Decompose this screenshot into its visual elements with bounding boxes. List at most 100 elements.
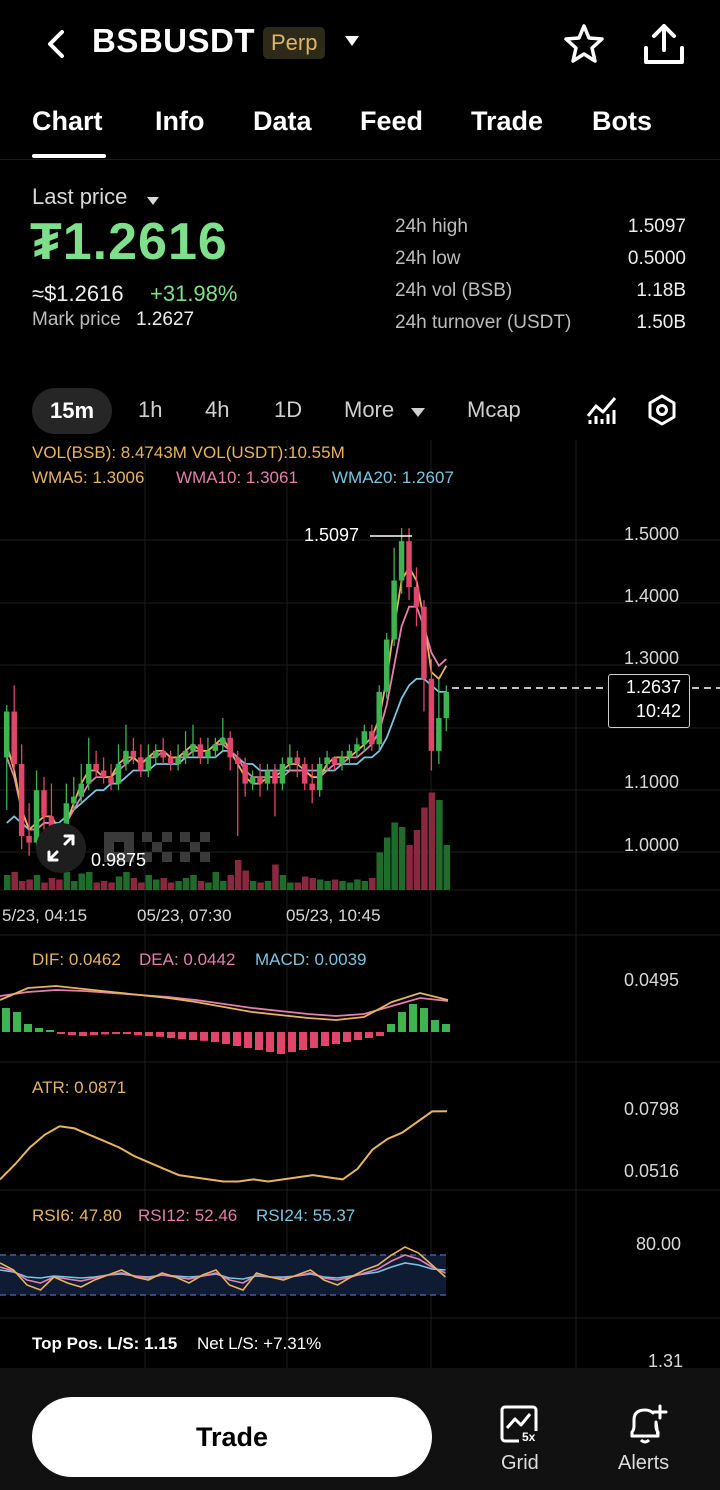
grid-bot-icon[interactable] <box>498 1403 542 1447</box>
star-icon[interactable] <box>562 22 606 66</box>
timeframe-more[interactable]: More <box>344 397 395 422</box>
candle-body <box>294 757 301 764</box>
candle-body <box>279 763 286 784</box>
candle-body <box>302 763 308 784</box>
volume-bar <box>182 878 190 890</box>
macd-value-legend: MACD: 0.0039 <box>255 950 367 969</box>
volume-bar <box>26 879 33 890</box>
candle-body <box>93 763 99 771</box>
candle-body <box>346 750 353 758</box>
timeframe-4h[interactable]: 4h <box>205 397 230 422</box>
macd-histogram-bar <box>101 1032 109 1035</box>
candle-body <box>383 639 390 692</box>
last-price-value: ₮1.2616 <box>30 213 228 271</box>
stat-24h-turnover-value: 1.50B <box>636 312 686 333</box>
candle-body <box>309 783 315 791</box>
stat-24h-high-value: 1.5097 <box>627 216 686 237</box>
volume-bar <box>383 837 391 890</box>
volume-bar <box>63 872 71 890</box>
timeframe-mcap[interactable]: Mcap <box>467 397 521 422</box>
candle-body <box>33 790 40 843</box>
candle-body <box>234 757 241 764</box>
tab-trade[interactable]: Trade <box>471 106 544 136</box>
wma5-legend: WMA5: 1.3006 <box>32 468 145 487</box>
volume-bar <box>324 881 331 890</box>
volume-bar <box>287 882 294 890</box>
volume-bar <box>398 827 406 890</box>
tab-data[interactable]: Data <box>253 106 312 136</box>
candle-body <box>160 750 166 758</box>
symbol-title[interactable]: BSBUSDT <box>92 22 256 59</box>
chevron-down-icon[interactable] <box>343 34 361 48</box>
volume-bar <box>78 873 85 890</box>
stat-24h-vol-value: 1.18B <box>636 280 686 301</box>
macd-histogram-bar <box>321 1032 329 1046</box>
macd-histogram-bar <box>442 1024 450 1032</box>
tab-feed[interactable]: Feed <box>360 106 424 136</box>
last-price-label[interactable]: Last price <box>32 184 128 209</box>
okx-watermark-logo <box>104 832 210 862</box>
tab-chart[interactable]: Chart <box>32 106 103 136</box>
more-caret-icon[interactable] <box>410 406 426 418</box>
candle-body <box>249 777 256 784</box>
back-arrow-icon[interactable] <box>40 22 76 66</box>
macd-histogram-bar <box>332 1032 340 1044</box>
stat-24h-low-value: 0.5000 <box>627 248 686 269</box>
timeframe-15m[interactable]: 15m <box>32 388 112 434</box>
macd-histogram-bar <box>288 1032 296 1052</box>
macd-histogram-bar <box>354 1032 362 1040</box>
indicators-icon[interactable] <box>585 392 619 426</box>
macd-histogram-bar <box>409 1004 417 1032</box>
volume-bar <box>264 881 272 890</box>
usd-price: ≈$1.2616 <box>32 281 124 306</box>
volume-bar <box>33 875 41 890</box>
volume-bar <box>56 879 63 890</box>
macd-y-tick: 0.0495 <box>624 970 680 990</box>
alerts-bell-icon[interactable] <box>624 1402 668 1446</box>
grid-label[interactable]: Grid <box>501 1452 539 1474</box>
chart-area[interactable] <box>0 440 720 1368</box>
alerts-label[interactable]: Alerts <box>618 1452 670 1474</box>
volume-bar <box>279 875 287 890</box>
trade-button[interactable]: Trade <box>32 1397 432 1477</box>
candle-body <box>71 796 77 804</box>
settings-icon[interactable] <box>646 394 678 426</box>
timeframe-1h[interactable]: 1h <box>138 397 163 422</box>
volume-bar <box>406 845 413 890</box>
tab-info[interactable]: Info <box>155 106 205 136</box>
volume-bar <box>115 876 123 890</box>
macd-histogram-bar <box>2 1008 10 1032</box>
candle-body <box>354 744 360 751</box>
expand-chart-icon[interactable] <box>36 823 86 873</box>
grid-leverage-badge: 5x <box>522 1430 536 1444</box>
volume-bar <box>421 807 428 890</box>
macd-histogram-bar <box>90 1032 98 1036</box>
tab-bots[interactable]: Bots <box>592 106 652 136</box>
caret-down-icon[interactable] <box>146 193 160 205</box>
volume-bar <box>257 882 264 890</box>
macd-histogram-bar <box>46 1030 54 1032</box>
candle-body <box>369 731 375 745</box>
candle-body <box>324 757 330 764</box>
volume-bar <box>167 882 175 890</box>
candle-body <box>167 757 174 764</box>
candle-body <box>197 744 204 758</box>
macd-histogram-bar <box>156 1032 164 1037</box>
volume-bar <box>346 882 354 890</box>
macd-dea-line <box>0 989 449 1017</box>
candle-body <box>376 691 382 745</box>
macd-histogram-bar <box>420 1008 428 1032</box>
share-icon[interactable] <box>640 20 688 68</box>
timeframe-1d[interactable]: 1D <box>274 397 303 422</box>
macd-plot <box>0 985 450 1054</box>
candle-body <box>175 757 181 764</box>
macd-histogram-bar <box>35 1028 43 1032</box>
volume-bar <box>302 876 309 890</box>
macd-histogram-bar <box>244 1032 252 1048</box>
volume-bar <box>331 879 339 890</box>
volume-bar <box>108 882 115 890</box>
candle-body <box>331 757 338 764</box>
candle-body <box>153 750 159 758</box>
volume-bar <box>249 881 257 890</box>
macd-histogram-bar <box>255 1032 263 1050</box>
